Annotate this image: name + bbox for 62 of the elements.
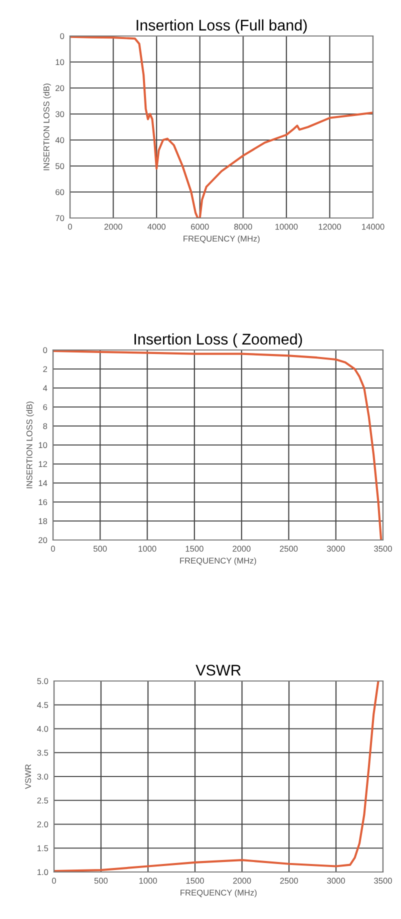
- x-tick-label: 2000: [232, 546, 251, 552]
- y-tick-label: 10: [38, 442, 48, 448]
- y-tick-label: 1.5: [37, 845, 48, 852]
- x-tick-label: 500: [94, 546, 107, 552]
- x-tick-label: 1000: [139, 878, 157, 884]
- y-tick-label: 2.0: [37, 821, 48, 828]
- y-tick-label: 30: [55, 111, 64, 118]
- x-axis-title: FREQUENCY (MHz): [180, 889, 257, 898]
- y-tick-label: 2: [43, 366, 48, 372]
- x-tick-label: 3000: [327, 878, 345, 884]
- y-tick-label: 8: [43, 423, 48, 430]
- y-tick-label: 18: [38, 518, 48, 524]
- y-tick-label: 14: [38, 480, 48, 486]
- y-axis-title: INSERTION LOSS (dB): [26, 402, 34, 488]
- x-axis-title: FREQUENCY (MHz): [180, 557, 256, 566]
- y-tick-label: 20: [56, 85, 64, 92]
- chart-title: Insertion Loss (Full band): [136, 19, 307, 34]
- y-tick-label: 10: [56, 59, 64, 66]
- y-tick-label: 6: [43, 404, 48, 410]
- y-tick-label: 16: [38, 499, 48, 506]
- y-tick-label: 0: [60, 33, 64, 40]
- x-tick-label: 2000: [104, 224, 122, 230]
- x-tick-label: 8000: [234, 224, 252, 230]
- x-tick-label: 0: [51, 546, 55, 552]
- y-axis-title: INSERTION LOSS (dB): [43, 84, 52, 170]
- y-tick-label: 12: [38, 461, 48, 468]
- x-tick-label: 4000: [147, 224, 166, 230]
- line-series: [70, 36, 373, 218]
- x-tick-label: 2500: [280, 546, 298, 552]
- x-tick-label: 1000: [138, 546, 156, 552]
- y-tick-label: 50: [56, 163, 64, 170]
- y-tick-label: 2.5: [37, 798, 48, 804]
- x-tick-label: 1500: [186, 878, 204, 884]
- y-tick-label: 3.5: [37, 750, 48, 756]
- y-tick-label: 3.0: [37, 774, 48, 780]
- x-tick-label: 14000: [362, 224, 384, 230]
- x-axis-title: FREQUENCY (MHz): [184, 235, 260, 244]
- y-tick-label: 4.0: [37, 726, 48, 732]
- x-tick-label: 500: [94, 878, 108, 884]
- x-tick-label: 2000: [233, 878, 251, 884]
- line-series: [53, 350, 382, 540]
- y-tick-label: 0: [43, 347, 48, 354]
- x-tick-label: 3000: [326, 546, 345, 552]
- y-tick-label: 70: [56, 215, 64, 222]
- x-tick-label: 0: [68, 224, 72, 230]
- x-tick-label: 12000: [318, 224, 341, 230]
- y-tick-label: 4: [43, 385, 48, 392]
- y-tick-label: 4.5: [37, 702, 48, 708]
- y-tick-label: 40: [55, 137, 64, 144]
- y-tick-label: 5.0: [37, 678, 48, 684]
- y-tick-label: 20: [38, 537, 48, 544]
- chart-title: VSWR: [196, 664, 241, 676]
- x-tick-label: 3500: [374, 878, 392, 884]
- x-tick-label: 1500: [186, 546, 204, 552]
- chart-title: Insertion Loss ( Zoomed): [134, 333, 302, 348]
- x-tick-label: 3500: [374, 546, 392, 552]
- x-tick-label: 10000: [275, 224, 298, 230]
- x-tick-label: 2500: [280, 878, 298, 884]
- x-tick-label: 6000: [191, 224, 209, 230]
- y-axis-title: VSWR: [25, 764, 32, 789]
- y-tick-label: 60: [56, 189, 64, 196]
- y-tick-label: 1.0: [37, 869, 48, 876]
